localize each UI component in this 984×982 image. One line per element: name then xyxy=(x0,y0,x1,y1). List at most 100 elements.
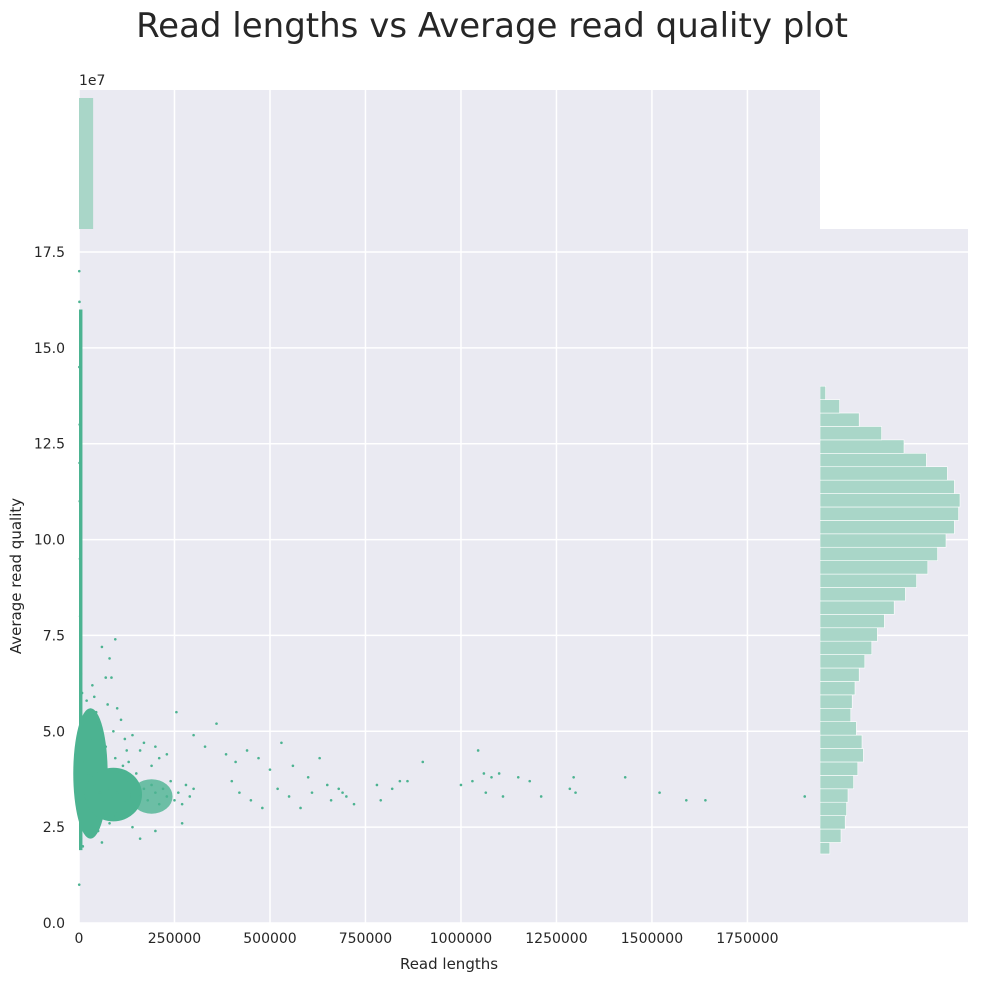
scatter-point xyxy=(341,791,344,794)
right-histogram-bar xyxy=(819,654,866,669)
right-histogram-bar xyxy=(819,439,905,454)
scatter-point xyxy=(79,837,83,840)
scatter-point xyxy=(337,787,341,791)
scatter-point xyxy=(180,822,184,825)
scatter-point xyxy=(203,745,207,748)
right-histogram-bar xyxy=(819,587,906,602)
scatter-point xyxy=(110,795,113,798)
scatter-point xyxy=(142,787,146,791)
right-histogram-bar xyxy=(819,466,948,481)
scatter-point xyxy=(154,745,157,748)
scatter-point xyxy=(100,841,104,844)
x-tick-label: 1000000 xyxy=(430,931,492,947)
scatter-point xyxy=(80,691,84,695)
scatter-point xyxy=(119,783,123,787)
right-histogram-bar xyxy=(819,426,882,441)
scatter-point xyxy=(234,760,237,764)
scatter-point xyxy=(77,269,81,273)
scatter-point xyxy=(192,733,195,737)
scatter-point xyxy=(177,791,180,794)
scatter-point xyxy=(110,676,113,679)
scatter-point xyxy=(79,519,82,522)
scatter-panel: 0 250000 500000 750000 1000000 1250000 1500000… xyxy=(34,229,820,947)
top-histogram-background xyxy=(79,90,820,229)
scatter-point xyxy=(184,783,188,787)
right-histogram-bar xyxy=(819,479,955,494)
scatter-point xyxy=(476,749,480,752)
scatter-point xyxy=(238,791,241,794)
scatter-point xyxy=(102,799,106,802)
scatter-point xyxy=(215,722,218,725)
scatter-point xyxy=(112,814,115,817)
x-tick-label: 0 xyxy=(75,931,84,947)
scatter-point xyxy=(115,791,119,794)
right-histogram-bar xyxy=(819,533,947,548)
scatter-point xyxy=(89,833,92,837)
y-tick-label: 10.0 xyxy=(34,533,65,549)
scatter-point xyxy=(125,749,129,752)
scatter-point xyxy=(78,614,82,618)
scatter-point xyxy=(180,802,184,806)
main-grid xyxy=(78,229,820,924)
x-tick-label: 750000 xyxy=(339,931,392,947)
scatter-point xyxy=(398,779,402,783)
scatter-point xyxy=(138,795,142,798)
scatter-point xyxy=(352,802,356,806)
scatter-point xyxy=(406,779,409,783)
scatter-point xyxy=(484,791,488,794)
x-tick-label: 1500000 xyxy=(621,931,683,947)
x-tick-label: 500000 xyxy=(243,931,296,947)
dense-column xyxy=(79,309,83,851)
right-histogram-bar xyxy=(819,600,895,615)
y-tick-label: 7.5 xyxy=(43,628,65,644)
right-histogram-bars xyxy=(819,385,961,855)
scatter-point xyxy=(131,825,134,829)
y-axis-label: Average read quality xyxy=(7,498,25,654)
scatter-point xyxy=(100,645,104,649)
scatter-point xyxy=(113,756,117,760)
scatter-point xyxy=(138,749,142,752)
scatter-point xyxy=(188,795,192,798)
scatter-point xyxy=(108,657,111,660)
x-tick-label: 250000 xyxy=(148,931,201,947)
right-histogram-bar xyxy=(819,721,857,736)
right-histogram-bar xyxy=(819,520,955,535)
right-histogram-bar xyxy=(819,640,873,655)
scatter-point xyxy=(497,772,501,775)
scatter-point xyxy=(78,557,82,561)
top-histogram-grid xyxy=(78,90,749,229)
right-histogram-bar xyxy=(819,707,852,723)
scatter-point xyxy=(146,799,150,802)
scatter-point xyxy=(131,733,134,737)
scatter-point xyxy=(78,365,81,369)
scatter-point xyxy=(310,791,314,794)
scatter-point xyxy=(325,783,329,787)
right-histogram-bar xyxy=(819,694,853,709)
scatter-point xyxy=(127,760,130,764)
right-histogram-bar xyxy=(819,748,864,763)
scatter-point xyxy=(268,768,272,771)
scatter-point xyxy=(685,799,688,802)
top-histogram-bar xyxy=(79,98,94,229)
x-tick-label: 1750000 xyxy=(716,931,778,947)
scatter-point xyxy=(113,637,117,641)
scatter-point xyxy=(157,802,161,806)
right-histogram-bar xyxy=(819,573,917,588)
x-tick-label: 1250000 xyxy=(525,931,587,947)
y-tick-label: 5.0 xyxy=(43,724,65,740)
scatter-point xyxy=(96,722,100,725)
scatter-point xyxy=(345,795,348,798)
x-axis-ticks: 0 250000 500000 750000 1000000 1250000 1500000… xyxy=(75,931,779,947)
scatter-point xyxy=(123,737,127,741)
scatter-point xyxy=(501,795,505,798)
scatter-point xyxy=(623,775,627,779)
scatter-point xyxy=(85,699,88,702)
y-tick-label: 2.5 xyxy=(43,820,65,836)
scatter-point xyxy=(142,741,146,745)
scatter-point xyxy=(77,883,81,886)
scatter-point xyxy=(704,799,707,802)
scatter-point xyxy=(539,795,543,798)
right-histogram-bar xyxy=(819,627,878,642)
right-histogram-bar xyxy=(819,842,831,855)
